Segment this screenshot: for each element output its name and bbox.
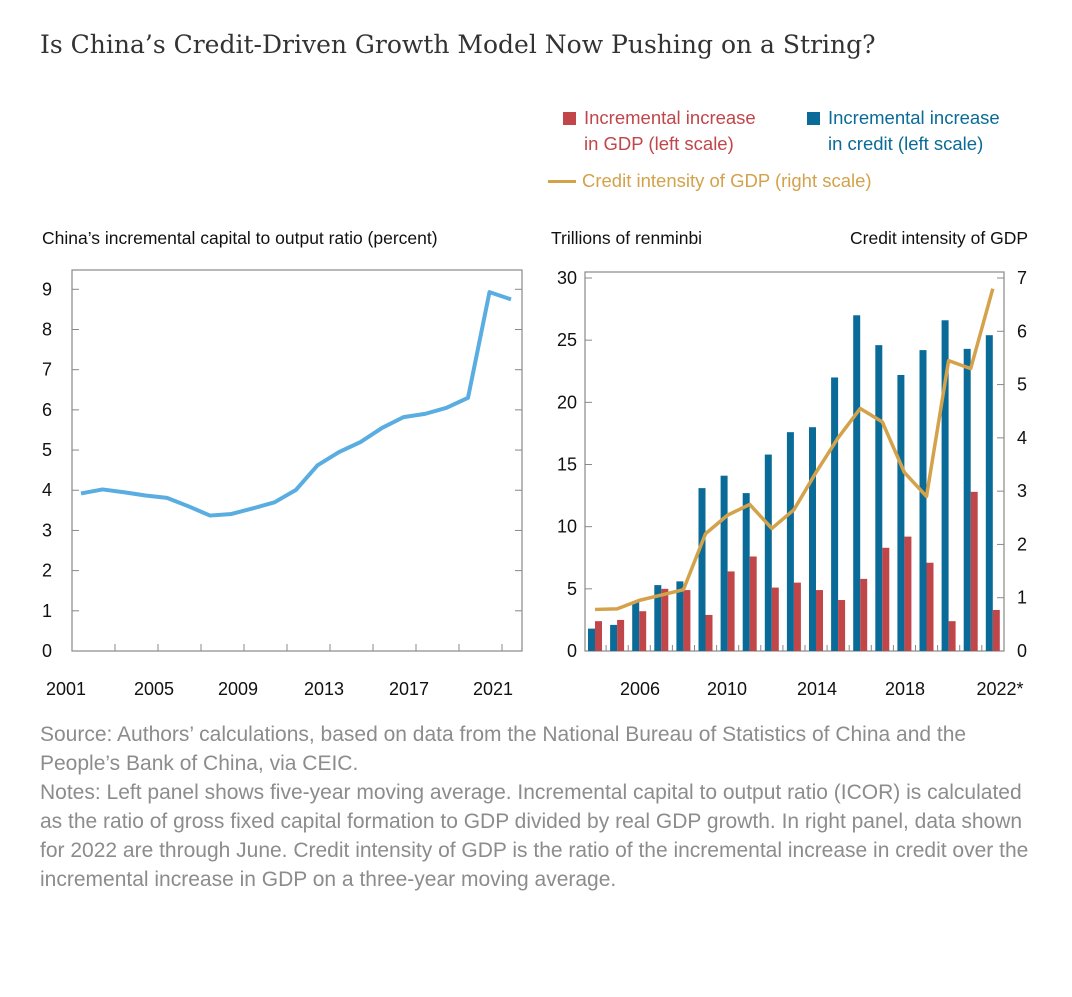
credit-bar	[809, 427, 816, 651]
gdp-bar	[992, 609, 1000, 651]
y-tick-label-left: 30	[557, 268, 577, 288]
credit-bar	[720, 475, 728, 651]
gdp-bar	[639, 611, 647, 651]
x-tick-label: 2017	[389, 679, 429, 699]
gdp-bar	[683, 590, 691, 651]
gdp-bar	[816, 590, 823, 651]
gdp-bar	[860, 578, 868, 651]
y-tick-label: 0	[42, 641, 52, 661]
x-tick-label: 2009	[218, 679, 258, 699]
credit-bar	[764, 454, 772, 651]
y-tick-label-left: 25	[557, 330, 577, 350]
gdp-bar	[926, 562, 934, 651]
gdp-bar	[661, 588, 669, 651]
legend-label-credit: Incremental increase in credit (left sca…	[828, 105, 1000, 157]
x-tick-label: 2018	[885, 679, 925, 699]
gdp-bar	[793, 582, 801, 651]
legend-credit-line1: Incremental increase	[828, 107, 1000, 128]
x-tick-label: 2005	[134, 679, 174, 699]
credit-bar	[853, 315, 861, 651]
credit-bar	[831, 377, 839, 651]
legend-swatch-gdp	[563, 112, 576, 125]
gdp-bar	[595, 621, 602, 651]
x-tick-label: 2013	[304, 679, 344, 699]
gdp-bar	[705, 614, 713, 651]
x-tick-label: 2010	[707, 679, 747, 699]
y-tick-label: 9	[42, 279, 52, 299]
y-tick-label: 5	[42, 440, 52, 460]
y-tick-label-right: 7	[1017, 268, 1027, 288]
y-tick-label-right: 1	[1017, 588, 1027, 608]
legend-swatch-intensity	[548, 180, 576, 183]
credit-bar	[676, 581, 684, 651]
gdp-bar	[882, 547, 890, 651]
legend-gdp-line2: in GDP (left scale)	[584, 133, 734, 154]
gdp-bar	[948, 621, 956, 651]
credit-bar	[654, 585, 662, 651]
credit-bar	[588, 628, 595, 651]
gdp-bar	[838, 600, 846, 651]
y-tick-label-left: 0	[567, 641, 577, 661]
x-tick-label: 2014	[797, 679, 837, 699]
y-tick-label: 6	[42, 400, 52, 420]
credit-bar	[985, 335, 993, 651]
y-tick-label-left: 20	[557, 392, 577, 412]
y-tick-label-left: 10	[557, 517, 577, 537]
gdp-bar	[749, 556, 757, 651]
left-chart-title: China’s incremental capital to output ra…	[42, 228, 438, 248]
notes: Source: Authors’ calculations, based on …	[40, 720, 1040, 894]
x-tick-label: 2001	[46, 679, 86, 699]
gdp-bar	[727, 571, 735, 651]
credit-bar	[897, 374, 905, 651]
y-tick-label-right: 6	[1017, 321, 1027, 341]
credit-bar	[941, 320, 949, 651]
credit-bar	[919, 350, 927, 651]
y-tick-label: 2	[42, 561, 52, 581]
gdp-bar	[771, 587, 779, 651]
credit-bar	[632, 601, 640, 651]
credit-bar	[875, 345, 883, 651]
icor-line	[80, 290, 512, 518]
legend-label-gdp: Incremental increase in GDP (left scale)	[584, 105, 756, 157]
right-chart-left-axis-label: Trillions of renminbi	[551, 228, 703, 248]
gdp-bar	[617, 619, 625, 651]
x-tick-label: 2022*	[976, 679, 1023, 699]
legend-gdp-line1: Incremental increase	[584, 107, 756, 128]
source-note: Source: Authors’ calculations, based on …	[40, 723, 967, 775]
y-tick-label-right: 5	[1017, 375, 1027, 395]
credit-bar	[698, 488, 706, 651]
explanation-note: Notes: Left panel shows five-year moving…	[40, 781, 1029, 891]
x-tick-label: 2021	[473, 679, 513, 699]
figure-title: Is China’s Credit-Driven Growth Model No…	[40, 30, 876, 59]
y-tick-label: 1	[42, 601, 52, 621]
credit-bar	[963, 348, 971, 651]
y-tick-label-right: 0	[1017, 641, 1027, 661]
y-tick-label-left: 5	[567, 579, 577, 599]
y-tick-label: 7	[42, 360, 52, 380]
credit-bar	[610, 624, 618, 651]
x-tick-label: 2006	[620, 679, 660, 699]
credit-bar	[742, 493, 750, 651]
gdp-bar	[904, 536, 912, 651]
y-tick-label-right: 3	[1017, 481, 1027, 501]
y-tick-label-left: 15	[557, 455, 577, 475]
left-plot-frame	[71, 269, 523, 652]
y-tick-label: 8	[42, 319, 52, 339]
legend-label-intensity: Credit intensity of GDP (right scale)	[582, 170, 872, 191]
legend-swatch-credit	[807, 112, 820, 125]
y-tick-label-right: 4	[1017, 428, 1027, 448]
credit-intensity-line	[594, 288, 995, 612]
gdp-bar	[970, 491, 978, 651]
y-tick-label: 4	[42, 480, 52, 500]
legend-credit-line2: in credit (left scale)	[828, 133, 984, 154]
y-tick-label: 3	[42, 520, 52, 540]
right-chart-right-axis-label: Credit intensity of GDP	[850, 228, 1028, 248]
y-tick-label-right: 2	[1017, 534, 1027, 554]
credit-bar	[786, 432, 794, 651]
